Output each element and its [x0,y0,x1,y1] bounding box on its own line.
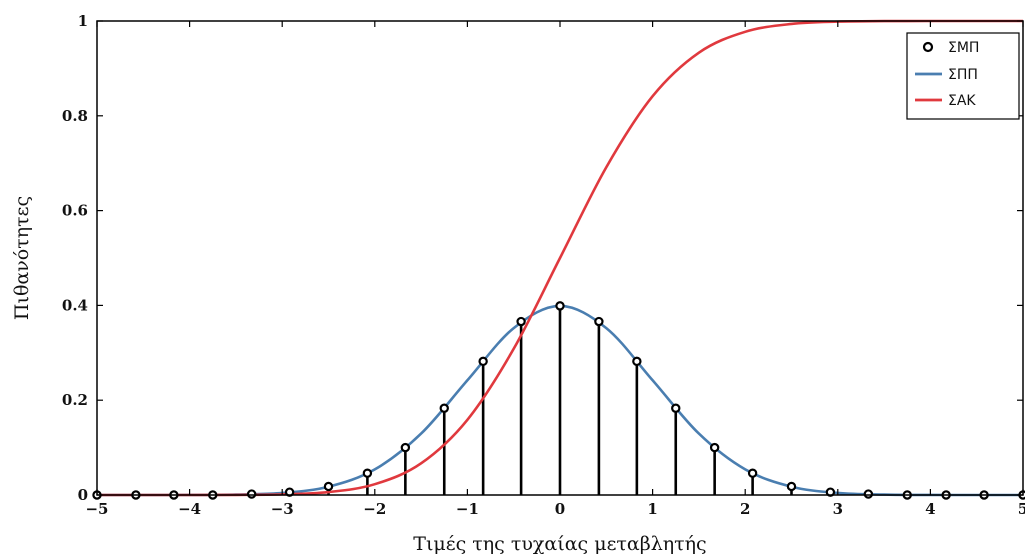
y-tick-label: 0.2 [62,391,88,409]
pmf-point [594,316,604,327]
pmf-point [516,316,526,327]
pmf-point [439,403,449,413]
y-tick-label: 0.6 [62,202,88,220]
y-tick-label: 0.4 [62,296,88,314]
pmf-point [747,468,758,478]
y-tick-label: 1 [78,12,88,30]
pmf-point [863,489,874,499]
pmf-point [362,468,373,478]
legend-marker-smp [922,41,934,53]
x-tick-label: 5 [1018,500,1025,518]
x-tick-label: −4 [178,500,201,518]
pmf-stems [250,305,870,495]
x-tick-label: 3 [833,500,843,518]
pmf-point [825,487,836,497]
x-tick-label: −1 [456,500,479,518]
legend: ΣΜΠ ΣΠΠ ΣΑΚ [906,32,1020,120]
y-axis: 0 0.2 0.4 0.6 0.8 1 [62,12,1023,504]
pmf-point [400,442,411,453]
x-tick-label: 4 [925,500,935,518]
x-tick-label: −3 [271,500,294,518]
pmf-point [671,403,681,413]
legend-label-sak: ΣΑΚ [948,93,976,109]
pmf-point [555,301,565,311]
x-axis: −5 −4 −3 −2 −1 0 1 2 3 4 5 [85,21,1025,518]
pmf-point [246,489,257,499]
pmf-point [323,481,334,492]
pmf-point [284,487,295,497]
x-tick-label: 1 [647,500,657,518]
x-tick-label: 0 [555,500,565,518]
y-tick-label: 0.8 [62,107,88,125]
x-tick-label: −5 [85,500,108,518]
legend-label-smp: ΣΜΠ [948,40,979,56]
y-tick-label: 0 [78,486,88,504]
legend-label-spp: ΣΠΠ [948,67,978,83]
pmf-point [478,356,488,367]
x-tick-label: 2 [740,500,750,518]
pmf-point [709,442,720,453]
y-axis-title: Πιθανότητες [11,196,33,320]
pmf-point [632,356,642,367]
x-tick-label: −2 [363,500,386,518]
pmf-point [786,481,797,492]
x-axis-title: Τιμές της τυχαίας μεταβλητής [413,533,706,555]
